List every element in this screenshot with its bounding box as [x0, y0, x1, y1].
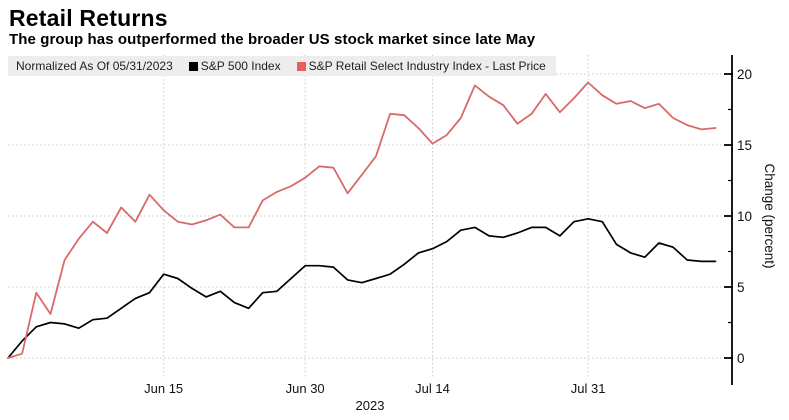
sp500-series-line	[7, 217, 717, 359]
x-tick-label: Jun 30	[286, 381, 325, 396]
x-tick-label: Jun 15	[144, 381, 183, 396]
y-tick-label: 15	[737, 138, 752, 153]
y-axis: 0 5 10 15 20 Change (percent)	[724, 55, 777, 385]
chart-legend: Normalized As Of 05/31/2023 S&P 500 Inde…	[8, 56, 556, 76]
y-tick-label: 10	[737, 209, 752, 224]
sp500-swatch-icon	[188, 61, 198, 71]
chart-title: Retail Returns	[9, 5, 168, 31]
y-tick-label: 0	[737, 351, 745, 366]
legend-note: Normalized As Of 05/31/2023	[16, 59, 173, 73]
series-lines	[7, 81, 717, 359]
x-axis-labels: Jun 15 Jun 30 Jul 14 Jul 31 2023	[144, 381, 605, 413]
y-tick-label: 5	[737, 280, 745, 295]
chart-subtitle: The group has outperformed the broader U…	[9, 31, 536, 48]
retail-index-swatch-icon	[296, 61, 306, 71]
legend-label-retail-index: S&P Retail Select Industry Index - Last …	[308, 59, 546, 73]
legend-item-retail-index: S&P Retail Select Industry Index - Last …	[296, 59, 546, 73]
y-axis-title: Change (percent)	[762, 163, 777, 268]
legend-item-sp500: S&P 500 Index	[188, 59, 281, 73]
x-axis-year-label: 2023	[356, 398, 385, 413]
retail-index-series-line	[7, 81, 717, 359]
x-tick-label: Jul 31	[571, 381, 606, 396]
x-tick-label: Jul 14	[415, 381, 450, 396]
legend-label-sp500: S&P 500 Index	[200, 59, 281, 73]
y-tick-label: 20	[737, 67, 752, 82]
